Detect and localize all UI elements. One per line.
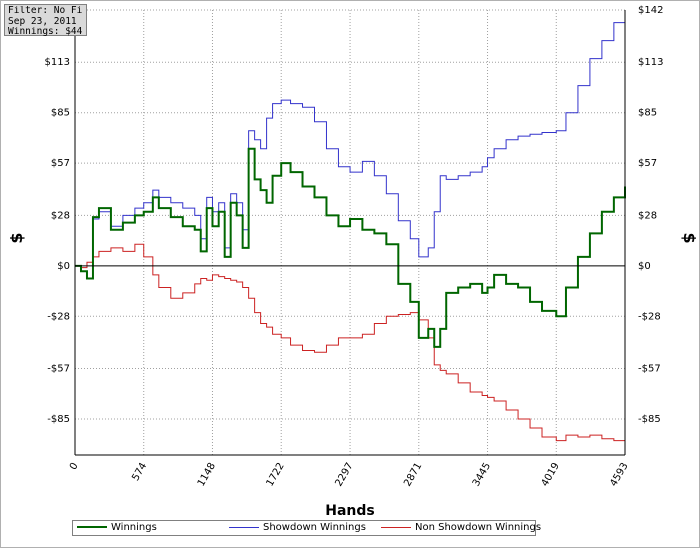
y-tick-label-left: -$28 [47,311,70,322]
x-tick-label: 574 [130,461,149,483]
y-tick-label-right: $57 [638,158,657,169]
series-non-showdown-winnings [75,243,626,443]
tick-labels: 0 574 1148 1722 2297 2871 3445 4019 4593 -$85 -$85… [45,5,664,489]
filter-text: Filter: No Filter [8,6,83,16]
legend-swatch-showdown [229,526,259,528]
y-tick-label-left: $57 [51,158,70,169]
x-tick-label: 2297 [333,461,355,489]
grid [75,9,625,455]
x-tick-label: 1148 [196,461,218,489]
legend-item-winnings: Winnings [77,521,157,535]
legend-label-nonshowdown: Non Showdown Winnings [415,522,542,533]
y-tick-label-right: $0 [638,261,651,272]
y-tick-label-right: -$57 [638,364,661,375]
y-tick-label-left: -$57 [47,364,70,375]
y-tick-label-right: $28 [638,210,657,221]
y-tick-label-left: $113 [45,57,70,68]
y-axis-title-right: $ [680,232,699,243]
x-tick-label: 1722 [265,461,287,489]
x-tick-label: 2871 [402,461,424,489]
date-text: Sep 23, 2011 [8,16,77,27]
y-tick-label-left: $0 [57,261,70,272]
y-tick-label-right: $142 [638,5,663,16]
series-showdown-winnings [75,10,626,279]
legend-swatch-winnings [77,526,107,528]
series-lines [75,10,626,443]
y-tick-label-left: $28 [51,210,70,221]
legend: Winnings Showdown Winnings Non Showdown … [72,520,541,536]
winnings-text: Winnings: $44.33 [8,27,83,37]
y-tick-label-right: -$28 [638,311,661,322]
x-tick-label: 3445 [471,461,493,489]
y-tick-label-left: -$85 [47,414,70,425]
y-tick-label-right: $85 [638,108,657,119]
legend-swatch-nonshowdown [381,526,411,528]
axes [74,10,626,456]
x-tick-label: 4593 [608,461,630,489]
y-tick-label-right: $113 [638,57,663,68]
y-axis-title-left: $ [7,232,26,243]
legend-label-showdown: Showdown Winnings [263,522,366,533]
info-box: Filter: No Filter Sep 23, 2011 Winnings:… [4,4,87,37]
y-tick-label-left: $85 [51,108,70,119]
x-tick-label: 0 [68,461,81,472]
legend-label-winnings: Winnings [111,522,157,533]
x-tick-label: 4019 [540,461,562,489]
legend-item-nonshowdown: Non Showdown Winnings [381,521,541,535]
series-winnings [75,147,626,348]
y-tick-label-right: -$85 [638,414,661,425]
x-axis-title: Hands [325,503,375,519]
legend-item-showdown: Showdown Winnings [229,521,366,535]
